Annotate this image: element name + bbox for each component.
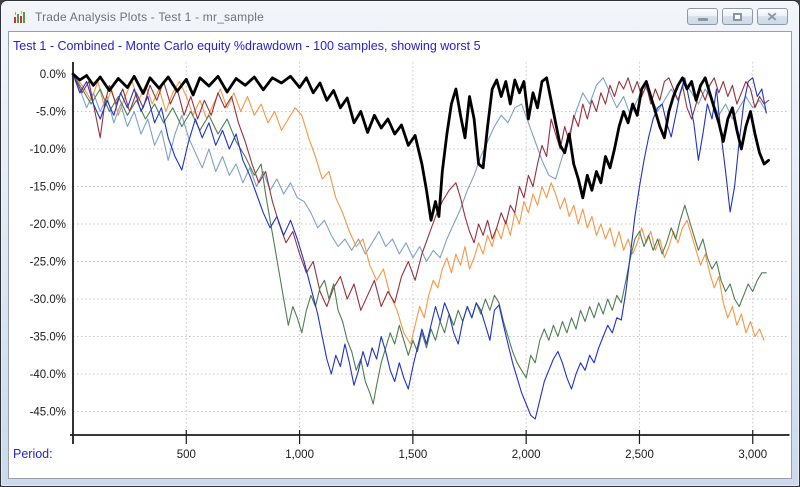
chart-canvas[interactable] <box>8 31 792 479</box>
minimize-icon <box>697 18 708 21</box>
window-title: Trade Analysis Plots - Test 1 - mr_sampl… <box>35 10 264 24</box>
chart-title: Test 1 - Combined - Monte Carlo equity %… <box>13 39 481 53</box>
close-button[interactable]: ✕ <box>757 8 788 25</box>
minimize-button[interactable] <box>687 8 718 25</box>
x-axis-label: Period: <box>13 447 53 461</box>
window-controls: ✕ <box>687 8 788 25</box>
restore-icon <box>733 12 742 21</box>
restore-button[interactable] <box>722 8 753 25</box>
close-icon: ✕ <box>766 9 779 24</box>
app-icon <box>12 9 28 25</box>
title-bar[interactable]: Trade Analysis Plots - Test 1 - mr_sampl… <box>1 1 799 31</box>
